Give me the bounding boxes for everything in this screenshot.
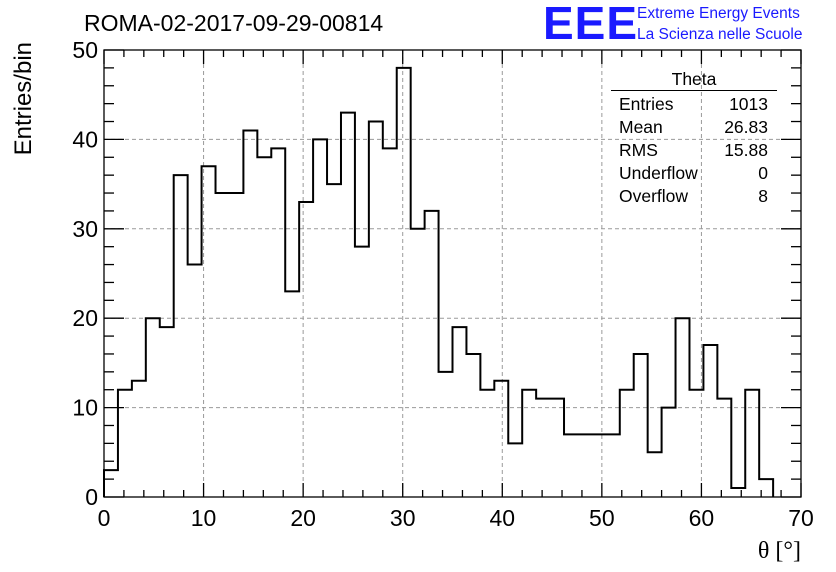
histogram-bin bbox=[648, 452, 662, 497]
y-tick-label: 20 bbox=[72, 305, 98, 331]
histogram-bin bbox=[536, 399, 550, 497]
histogram-bin bbox=[257, 157, 271, 497]
histogram-bin bbox=[271, 148, 285, 497]
y-tick-label: 30 bbox=[72, 216, 98, 242]
y-tick-label: 10 bbox=[72, 395, 98, 421]
histogram-bin bbox=[299, 202, 313, 497]
histogram-bin bbox=[522, 390, 536, 497]
stats-label: Entries bbox=[619, 94, 674, 114]
histogram-bin bbox=[104, 470, 118, 497]
histogram-bin bbox=[160, 327, 174, 497]
histogram-bin bbox=[341, 113, 355, 497]
histogram-bin bbox=[592, 434, 606, 497]
eee-logo: EEE bbox=[543, 0, 639, 49]
histogram-bin bbox=[313, 139, 327, 497]
x-tick-label: 10 bbox=[191, 505, 217, 531]
histogram-bin bbox=[229, 193, 243, 497]
histogram-bin bbox=[174, 175, 188, 497]
stats-row-rms: RMS 15.88 bbox=[611, 139, 777, 162]
histogram-bin bbox=[634, 354, 648, 497]
histogram-bin bbox=[285, 291, 299, 497]
histogram-bin bbox=[466, 354, 480, 497]
stats-title: Theta bbox=[611, 68, 777, 91]
histogram-bin bbox=[327, 184, 341, 497]
x-tick-label: 50 bbox=[589, 505, 615, 531]
histogram-bin bbox=[118, 390, 132, 497]
logo-line-1: Extreme Energy Events bbox=[637, 5, 800, 22]
histogram-bin bbox=[243, 130, 257, 497]
plot-frame bbox=[103, 49, 802, 498]
x-tick-label: 30 bbox=[390, 505, 416, 531]
x-tick-label: 0 bbox=[98, 505, 111, 531]
stats-row-underflow: Underflow 0 bbox=[611, 162, 777, 185]
x-tick-label: 40 bbox=[489, 505, 515, 531]
histogram-bin bbox=[689, 390, 703, 497]
stats-label: Mean bbox=[619, 117, 663, 137]
histogram-bin bbox=[731, 488, 745, 497]
x-tick-label: 60 bbox=[689, 505, 715, 531]
stats-row-entries: Entries 1013 bbox=[611, 93, 777, 116]
histogram-bin bbox=[146, 318, 160, 497]
stats-value: 0 bbox=[758, 163, 768, 183]
stats-value: 8 bbox=[758, 186, 768, 206]
grid-lines bbox=[104, 50, 801, 497]
stats-label: Underflow bbox=[619, 163, 698, 183]
stats-box: Theta Entries 1013 Mean 26.83 RMS 15.88 … bbox=[611, 68, 777, 208]
tick-labels: 0 10 20 30 40 50 60 70 0 10 20 30 40 50 bbox=[72, 37, 813, 531]
histogram-bin bbox=[662, 408, 676, 497]
stats-label: RMS bbox=[619, 140, 658, 160]
logo-line-2: La Scienza nelle Scuole bbox=[637, 26, 803, 43]
histogram-bin bbox=[425, 211, 439, 497]
stats-value: 26.83 bbox=[724, 117, 768, 137]
histogram-bin bbox=[383, 148, 397, 497]
axis-ticks bbox=[103, 49, 802, 498]
chart-title: ROMA-02-2017-09-29-00814 bbox=[84, 10, 384, 36]
histogram-bin bbox=[745, 390, 759, 497]
histogram-bin bbox=[578, 434, 592, 497]
histogram-bin bbox=[397, 68, 411, 497]
histogram-bin bbox=[480, 390, 494, 497]
stats-label: Overflow bbox=[619, 186, 689, 206]
x-tick-label: 20 bbox=[290, 505, 316, 531]
histogram-bin bbox=[703, 345, 717, 497]
histogram-bin bbox=[202, 166, 216, 497]
histogram-bin bbox=[717, 399, 731, 497]
histogram-bin bbox=[564, 434, 578, 497]
histogram-bin bbox=[411, 229, 425, 497]
stats-value: 1013 bbox=[729, 94, 768, 114]
histogram-bin bbox=[132, 381, 146, 497]
stats-row-overflow: Overflow 8 bbox=[611, 185, 777, 208]
histogram-bin bbox=[508, 443, 522, 497]
histogram-step-line bbox=[103, 66, 775, 497]
histogram-bin bbox=[494, 381, 508, 497]
histogram-bin bbox=[369, 122, 383, 497]
histogram-bin bbox=[550, 399, 564, 497]
histogram-bin bbox=[355, 247, 369, 497]
x-axis-label: θ [°] bbox=[758, 538, 801, 564]
stats-row-mean: Mean 26.83 bbox=[611, 116, 777, 139]
histogram-bin bbox=[439, 372, 453, 497]
histogram-bin bbox=[216, 193, 230, 497]
y-tick-label: 0 bbox=[85, 484, 98, 510]
histogram-bin bbox=[676, 318, 690, 497]
histogram-bin bbox=[606, 434, 620, 497]
eee-logo-text: Extreme Energy Events La Scienza nelle S… bbox=[637, 3, 802, 45]
histogram-bin bbox=[188, 265, 202, 497]
histogram-bin bbox=[453, 327, 467, 497]
y-axis-label: Entries/bin bbox=[10, 42, 37, 155]
histogram-bin bbox=[620, 390, 634, 497]
stats-value: 15.88 bbox=[724, 140, 768, 160]
x-tick-label: 70 bbox=[788, 505, 814, 531]
y-tick-label: 50 bbox=[72, 37, 98, 63]
y-tick-label: 40 bbox=[72, 126, 98, 152]
